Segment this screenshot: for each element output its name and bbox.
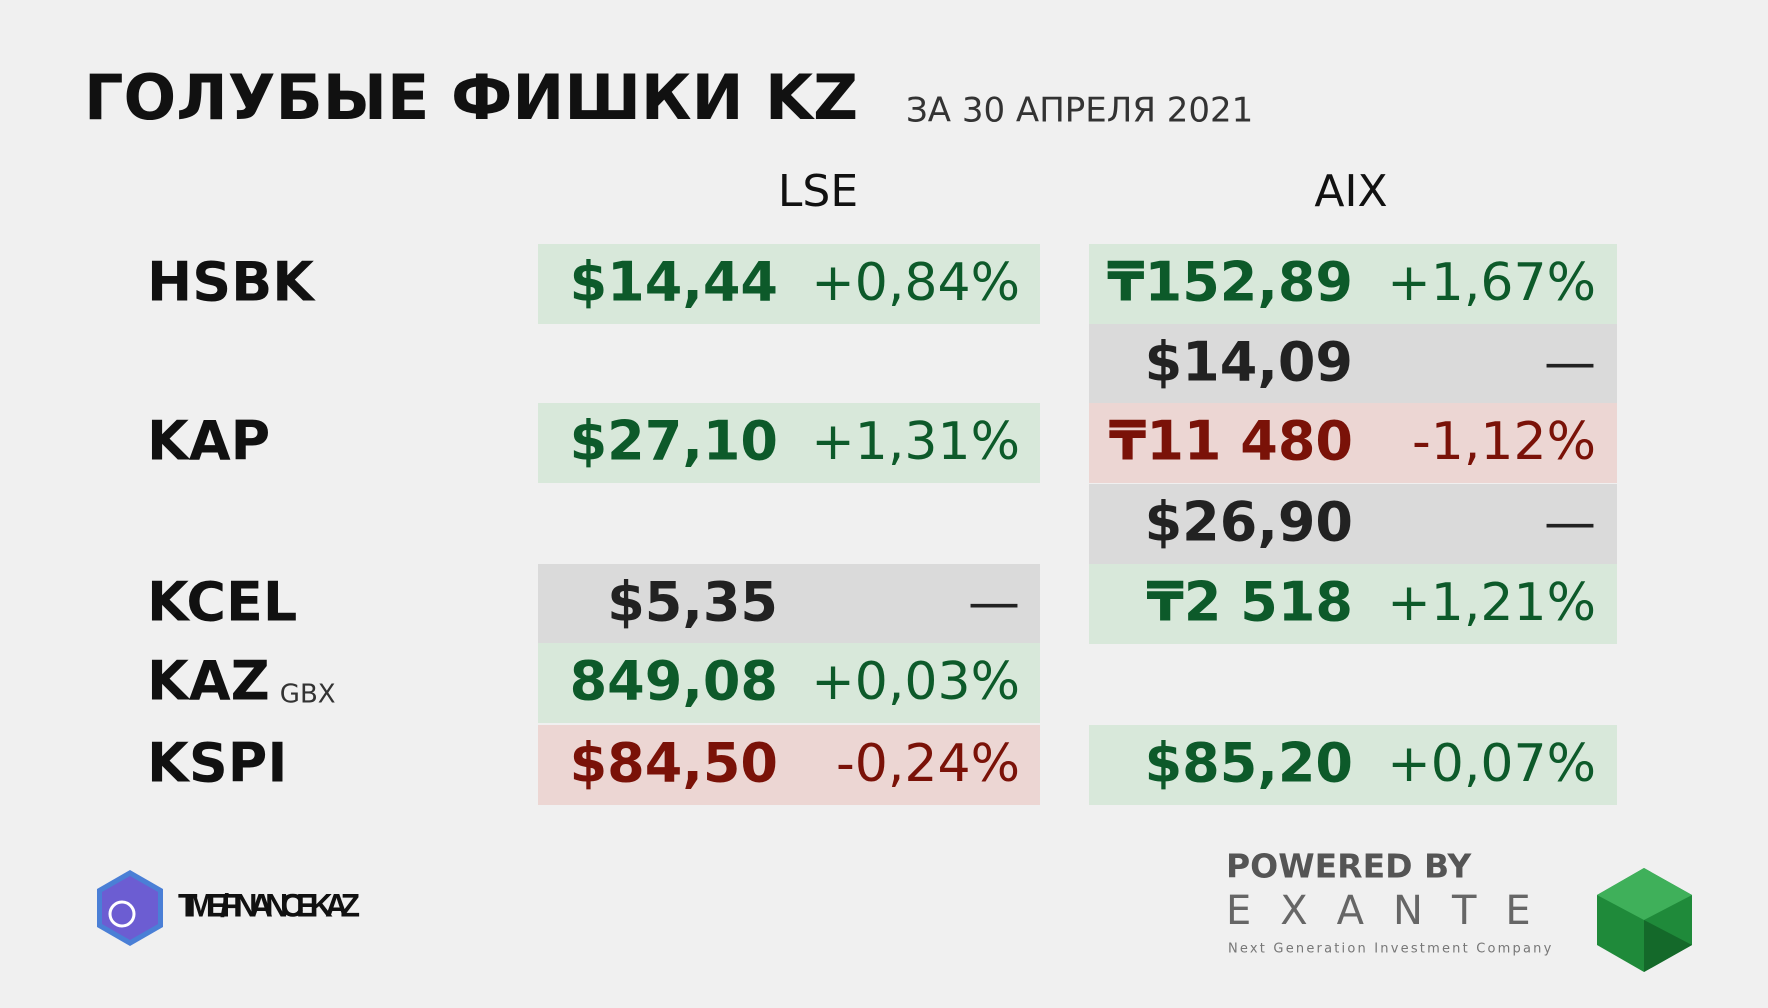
cell-background xyxy=(1089,244,1617,324)
subtitle: ЗА 30 АПРЕЛЯ 2021 xyxy=(906,91,1253,131)
change: — xyxy=(1544,333,1596,393)
price: ₸152,89 xyxy=(1107,251,1353,314)
change: — xyxy=(968,573,1020,633)
change: +1,21% xyxy=(1387,573,1596,633)
brand-logo-facet xyxy=(1644,920,1692,972)
channel-link[interactable]: T.ME/FINANCEKAZ xyxy=(178,887,360,923)
ticker: KAP xyxy=(147,410,270,473)
price: $5,35 xyxy=(607,571,778,634)
ticker: KCEL xyxy=(147,571,297,634)
column-header: AIX xyxy=(1314,166,1387,217)
tagline: Next Generation Investment Company xyxy=(1228,942,1553,957)
price: $84,50 xyxy=(570,732,778,795)
ticker: KAZ xyxy=(147,650,270,713)
change: +0,84% xyxy=(811,253,1020,313)
change: — xyxy=(1544,493,1596,553)
ticker-note: GBX xyxy=(280,680,336,710)
cell-background xyxy=(1089,484,1617,564)
cell-background xyxy=(538,403,1040,483)
change: +0,07% xyxy=(1387,734,1596,794)
brand-logo-facet xyxy=(1597,868,1692,920)
price: $26,90 xyxy=(1145,491,1353,554)
price: $27,10 xyxy=(570,410,778,473)
price: 849,08 xyxy=(570,650,778,713)
cell-background xyxy=(1089,324,1617,404)
change: +0,03% xyxy=(811,652,1020,712)
cell-background xyxy=(538,564,1040,644)
change: +1,67% xyxy=(1387,253,1596,313)
price: ₸11 480 xyxy=(1109,410,1353,473)
cell-background xyxy=(1089,725,1617,805)
price: ₸2 518 xyxy=(1146,571,1353,634)
table: $14,44 +0,84% ₸152,89 +1,67% HSBK $14,09 — $27,… xyxy=(147,244,1617,805)
ticker: HSBK xyxy=(147,251,316,314)
cell-background xyxy=(1089,403,1617,483)
change: -1,12% xyxy=(1412,412,1596,472)
change: +1,31% xyxy=(811,412,1020,472)
price: $14,09 xyxy=(1145,331,1353,394)
ticker: KSPI xyxy=(147,732,287,795)
title: ГОЛУБЫЕ ФИШКИ KZ xyxy=(84,61,858,134)
brand: EXANTE xyxy=(1226,888,1560,934)
column-header: LSE xyxy=(778,166,858,217)
cell-background xyxy=(1089,564,1617,644)
cell-background xyxy=(538,725,1040,805)
cell-background xyxy=(538,244,1040,324)
price: $14,44 xyxy=(570,251,778,314)
price: $85,20 xyxy=(1145,732,1353,795)
change: -0,24% xyxy=(836,734,1020,794)
powered-by: POWERED BY xyxy=(1226,847,1472,886)
channel-logo-icon xyxy=(108,900,136,928)
cell-background xyxy=(538,643,1040,723)
